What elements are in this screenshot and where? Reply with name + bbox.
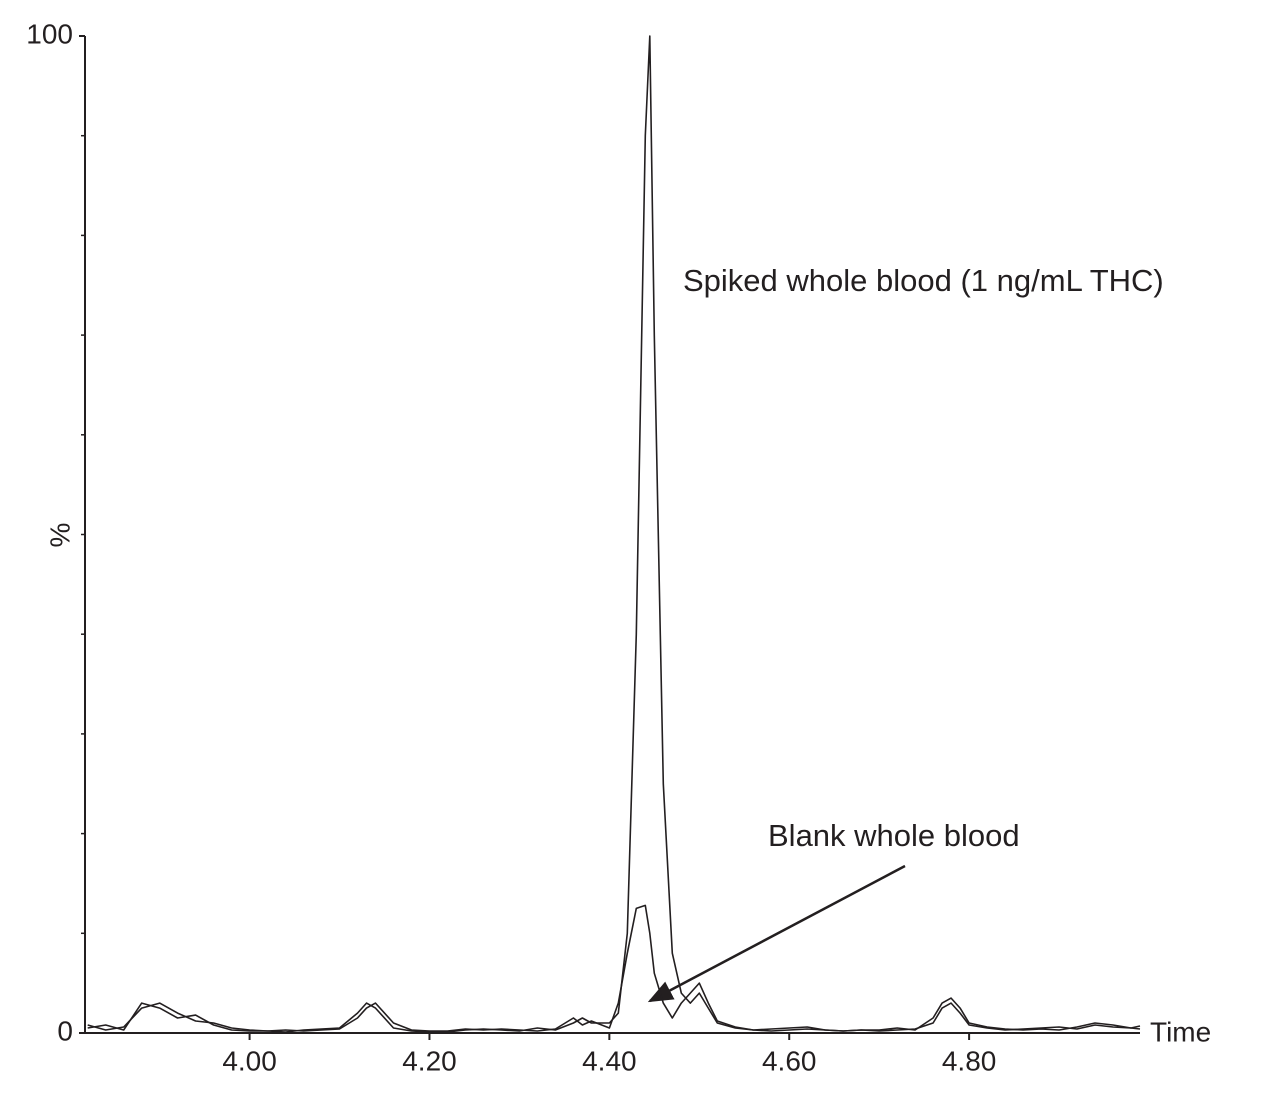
series-annotation: Spiked whole blood (1 ng/mL THC) bbox=[683, 263, 1164, 298]
x-tick-label: 4.40 bbox=[582, 1045, 637, 1076]
x-axis-label: Time bbox=[1150, 1016, 1211, 1047]
x-tick-label: 4.80 bbox=[942, 1045, 997, 1076]
series-line bbox=[87, 904, 1141, 1032]
x-tick-label: 4.20 bbox=[402, 1045, 457, 1076]
y-tick-label: 0 bbox=[57, 1015, 73, 1046]
annotation-arrow bbox=[647, 864, 906, 1003]
y-tick-label: 100 bbox=[26, 18, 73, 49]
series-annotation: Blank whole blood bbox=[768, 818, 1020, 853]
x-tick-label: 4.60 bbox=[762, 1045, 817, 1076]
x-tick-label: 4.00 bbox=[222, 1045, 277, 1076]
series-line bbox=[87, 35, 1141, 1033]
y-axis-label: % bbox=[44, 523, 75, 548]
